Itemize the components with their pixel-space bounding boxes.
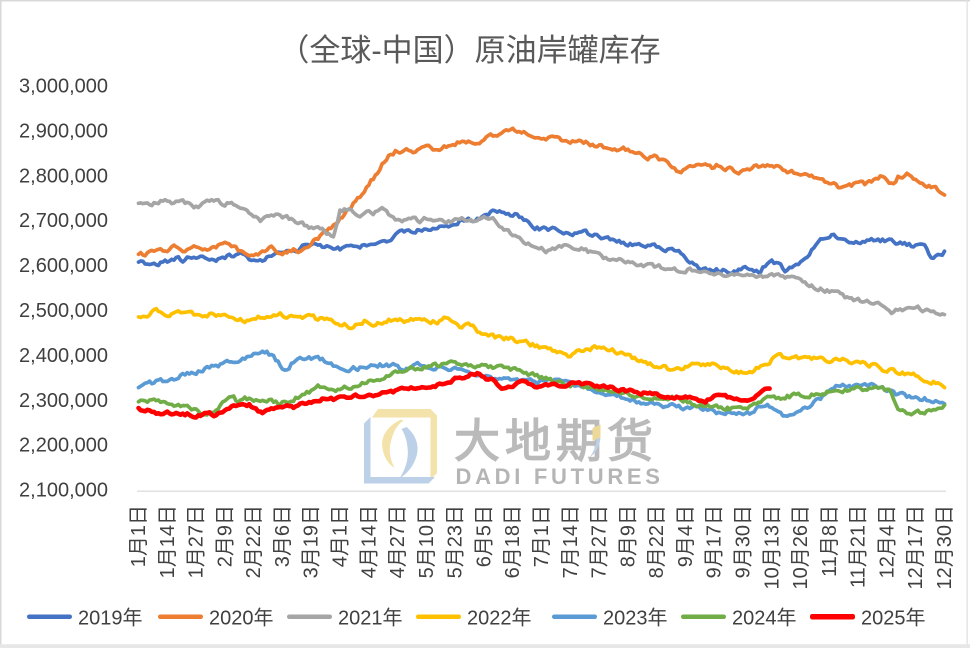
svg-text:5月23日: 5月23日 <box>445 505 467 578</box>
svg-text:12月30日: 12月30日 <box>934 505 956 590</box>
svg-text:2,500,000: 2,500,000 <box>19 300 108 322</box>
svg-text:大地期货: 大地期货 <box>454 415 658 467</box>
svg-text:4月14日: 4月14日 <box>358 505 380 578</box>
svg-text:2,100,000: 2,100,000 <box>19 480 108 502</box>
svg-text:2020年: 2020年 <box>209 607 274 630</box>
svg-text:2,900,000: 2,900,000 <box>19 120 108 142</box>
svg-text:2,600,000: 2,600,000 <box>19 255 108 277</box>
svg-text:7月1日: 7月1日 <box>531 505 553 567</box>
svg-text:1月1日: 1月1日 <box>128 505 150 567</box>
svg-text:7月14日: 7月14日 <box>560 505 582 578</box>
svg-text:1月27日: 1月27日 <box>186 505 208 578</box>
svg-text:6月18日: 6月18日 <box>502 505 524 578</box>
svg-text:2,700,000: 2,700,000 <box>19 210 108 232</box>
svg-text:10月13日: 10月13日 <box>761 505 783 590</box>
svg-text:3月19日: 3月19日 <box>301 505 323 578</box>
svg-text:4月27日: 4月27日 <box>387 505 409 578</box>
svg-text:9月17日: 9月17日 <box>704 505 726 578</box>
svg-text:8月9日: 8月9日 <box>617 505 639 567</box>
svg-text:2022年: 2022年 <box>467 607 532 630</box>
svg-text:2019年: 2019年 <box>78 607 143 630</box>
svg-text:2024年: 2024年 <box>732 607 797 630</box>
svg-text:8月22日: 8月22日 <box>646 505 668 578</box>
svg-text:2021年: 2021年 <box>338 607 403 630</box>
svg-text:2,300,000: 2,300,000 <box>19 390 108 412</box>
svg-text:2月22日: 2月22日 <box>243 505 265 578</box>
svg-text:11月8日: 11月8日 <box>819 505 841 577</box>
svg-text:（全球-中国）原油岸罐库存: （全球-中国）原油岸罐库存 <box>278 33 660 68</box>
svg-text:10月26日: 10月26日 <box>790 505 812 590</box>
svg-text:12月17日: 12月17日 <box>905 505 927 590</box>
svg-text:9月30日: 9月30日 <box>733 505 755 578</box>
svg-text:3月6日: 3月6日 <box>272 505 294 567</box>
svg-text:1月14日: 1月14日 <box>157 505 179 578</box>
svg-text:2023年: 2023年 <box>603 607 668 630</box>
svg-text:3,000,000: 3,000,000 <box>19 76 108 98</box>
svg-text:4月1日: 4月1日 <box>330 505 352 567</box>
svg-text:2,800,000: 2,800,000 <box>19 165 108 187</box>
svg-text:9月4日: 9月4日 <box>675 505 697 567</box>
svg-text:2,200,000: 2,200,000 <box>19 435 108 457</box>
svg-text:2,400,000: 2,400,000 <box>19 345 108 367</box>
svg-text:2月9日: 2月9日 <box>214 505 236 567</box>
svg-text:2025年: 2025年 <box>861 607 926 630</box>
svg-text:6月5日: 6月5日 <box>473 505 495 567</box>
svg-text:11月21日: 11月21日 <box>848 505 870 588</box>
svg-text:5月10日: 5月10日 <box>416 505 438 578</box>
svg-text:DADI FUTURES: DADI FUTURES <box>456 464 664 489</box>
svg-text:12月4日: 12月4日 <box>876 505 898 578</box>
svg-text:7月27日: 7月27日 <box>589 505 611 578</box>
